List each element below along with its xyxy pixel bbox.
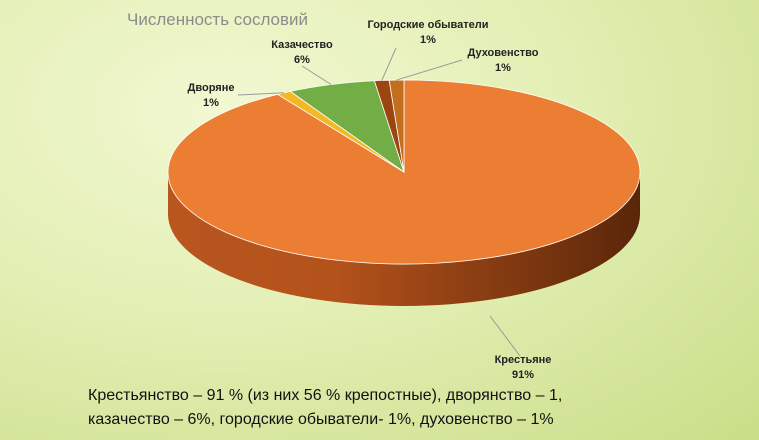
caption-line-1: Крестьянство – 91 % (из них 56 % крепост… [88,387,563,404]
caption-line-2: казачество – 6%, городские обыватели- 1%… [88,411,554,428]
label-dvoryane-name: Дворяне [187,82,235,94]
leader-line-1 [237,92,284,96]
label-krestyane: Крестьяне 91% [478,353,568,383]
label-kazachestvo-value: 6% [294,54,310,66]
label-gorodskie-name: Городские обыватели [367,19,489,31]
caption-text: Крестьянство – 91 % (из них 56 % крепост… [88,384,738,432]
label-duhovenstvo: Духовенство 1% [458,46,548,76]
label-dvoryane-value: 1% [203,97,219,109]
leader-line-3 [381,47,397,81]
label-duhovenstvo-name: Духовенство [467,47,539,59]
label-dvoryane: Дворяне 1% [176,81,246,111]
label-kazachestvo: Казачество 6% [262,38,342,68]
label-duhovenstvo-value: 1% [495,62,511,74]
label-krestyane-value: 91% [511,369,535,381]
leader-line-2 [301,65,332,85]
leader-line-4 [396,59,463,81]
label-gorodskie-value: 1% [420,34,436,46]
chart-title: Численность сословий [127,10,309,29]
label-gorodskie: Городские обыватели 1% [358,18,498,48]
pie-slice-4 [388,79,405,173]
pie-side-wall [168,172,640,306]
label-kazachestvo-name: Казачество [271,39,333,51]
leader-line-0 [489,315,521,357]
label-krestyane-name: Крестьяне [494,354,552,366]
